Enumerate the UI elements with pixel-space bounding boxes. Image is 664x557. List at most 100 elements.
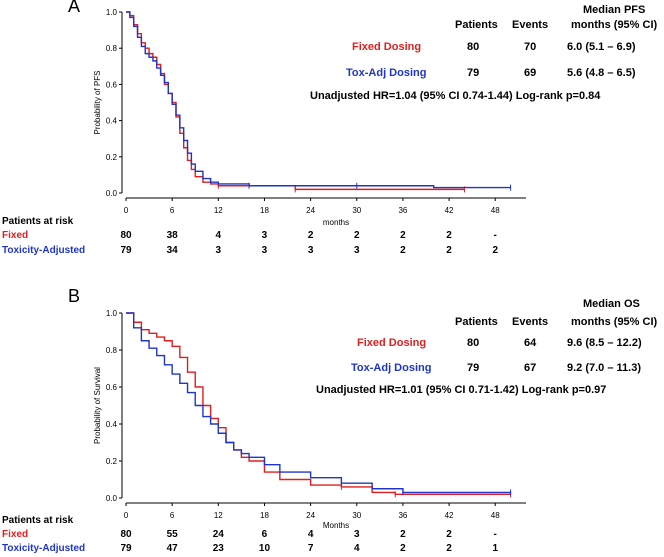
x-tick-label: 42 [445,206,454,215]
risk-title: Patients at risk [2,216,74,227]
y-tick-label: 0.6 [106,383,118,392]
risk-fixed-value: 2 [353,230,360,241]
risk-fixed-value: - [493,529,497,540]
risk-title: Patients at risk [2,515,74,526]
risk-tox-value: 2 [400,245,406,256]
x-tick-label: 6 [170,511,175,520]
risk-fixed-value: 2 [400,230,406,241]
axes: 0.0 0.2 0.4 0.6 0.8 1.0 0 6 12 18 24 30 36 42 48 months… [93,8,526,227]
risk-fixed-value: 3 [353,529,360,540]
events-header: Events [512,19,549,31]
x-tick-label: 36 [398,206,407,215]
risk-tox-value: 1 [492,543,498,554]
x-tick-label: 24 [306,511,315,520]
x-tick-label: 0 [124,206,129,215]
risk-tox-value: 4 [353,543,360,554]
risk-tox-value: 2 [446,543,452,554]
risk-fixed-value: 38 [166,230,178,241]
fixed-median: 9.6 (8.5 – 12.2) [567,337,642,349]
patients-header: Patients [455,316,498,328]
risk-tox-value: 10 [258,543,271,554]
fixed-dosing-label: Fixed Dosing [352,41,422,53]
risk-fixed-value: 3 [261,230,268,241]
risk-fixed-value: 80 [120,230,132,241]
y-tick-label: 1.0 [106,309,118,318]
risk-fixed-value: 6 [261,529,268,540]
x-tick-label: 12 [214,511,223,520]
y-tick-label: 0.2 [106,153,118,162]
median-header-sub: months (95% CI) [571,19,658,31]
risk-tox-value: 34 [166,245,178,256]
tox-patients: 79 [467,67,480,79]
tox-median: 9.2 (7.0 – 11.3) [567,362,641,374]
y-tick-label: 0.8 [106,44,118,53]
os-chart: 0.0 0.2 0.4 0.6 0.8 1.0 0 6 12 18 24 30 36 42 48 Months… [93,309,526,530]
risk-fixed-value: 4 [307,529,314,540]
x-tick-label: 36 [398,511,407,520]
panel-letter: B [68,286,81,306]
x-tick-label: 24 [306,206,315,215]
y-tick-label: 0.4 [106,117,118,126]
risk-tox-value: 3 [307,245,314,256]
fixed-events: 70 [524,41,537,53]
axes: 0.0 0.2 0.4 0.6 0.8 1.0 0 6 12 18 24 30 36 42 48 Months… [93,309,526,530]
y-tick-label: 0.0 [106,189,118,198]
risk-fixed-label: Fixed [2,230,29,241]
y-axis-label: Probability of PFS [93,70,102,134]
tox-dosing-label: Tox-Adj Dosing [346,67,427,79]
tox-events: 67 [524,362,537,374]
risk-fixed-value: 2 [400,529,406,540]
x-tick-label: 18 [260,206,269,215]
median-header: Median PFS [583,4,646,16]
y-tick-label: 1.0 [106,8,118,17]
tox-events: 69 [524,67,537,79]
median-header-sub: months (95% CI) [571,316,658,328]
series-line-tox [126,312,511,494]
x-axis-label: months [323,218,349,227]
x-tick-label: 0 [124,511,129,520]
x-axis-label: Months [323,521,349,530]
fixed-patients: 80 [467,41,480,53]
hazard-ratio-text: Unadjusted HR=1.01 (95% CI 0.71-1.42) Lo… [316,384,607,396]
risk-fixed-value: 2 [446,529,452,540]
fixed-events: 64 [524,337,537,349]
x-tick-label: 48 [491,206,500,215]
risk-fixed-value: 55 [166,529,178,540]
risk-tox-value: 2 [400,543,406,554]
risk-tox-value: 79 [120,245,132,256]
y-tick-label: 0.8 [106,346,118,355]
fixed-patients: 80 [467,337,480,349]
x-tick-label: 30 [352,206,361,215]
x-tick-label: 42 [445,511,454,520]
risk-tox-label: Toxicity-Adjusted [2,245,86,256]
risk-tox-value: 23 [212,543,224,554]
panel-a: A 0.0 0.2 0.4 0.6 0.8 1.0 0 6 12 18 24 30 36 42 48 mont… [0,0,664,278]
tox-median: 5.6 (4.8 – 6.5) [567,67,636,79]
risk-tox-value: 79 [120,543,132,554]
panel-letter: A [68,0,81,16]
risk-tox-value: 2 [492,245,498,256]
series-line-fixed [126,312,511,495]
median-header: Median OS [583,298,640,310]
y-tick-label: 0.6 [106,80,118,89]
fixed-dosing-label: Fixed Dosing [357,337,427,349]
fixed-median: 6.0 (5.1 – 6.9) [567,41,636,53]
risk-tox-label: Toxicity-Adjusted [2,543,86,554]
risk-fixed-value: - [493,230,497,241]
risk-tox-value: 3 [261,245,268,256]
x-tick-label: 48 [491,511,500,520]
risk-fixed-label: Fixed [2,529,29,540]
events-header: Events [512,316,549,328]
y-tick-label: 0.0 [106,494,118,503]
y-tick-label: 0.2 [106,457,118,466]
x-tick-label: 18 [260,511,269,520]
y-tick-label: 0.4 [106,420,118,429]
series-line-tox [126,11,511,189]
hazard-ratio-text: Unadjusted HR=1.04 (95% CI 0.74-1.44) Lo… [310,90,601,102]
x-tick-label: 6 [170,206,175,215]
risk-fixed-value: 80 [120,529,132,540]
risk-tox-value: 47 [166,543,178,554]
risk-fixed-value: 2 [307,230,314,241]
x-tick-label: 12 [214,206,223,215]
risk-fixed-value: 24 [212,529,224,540]
